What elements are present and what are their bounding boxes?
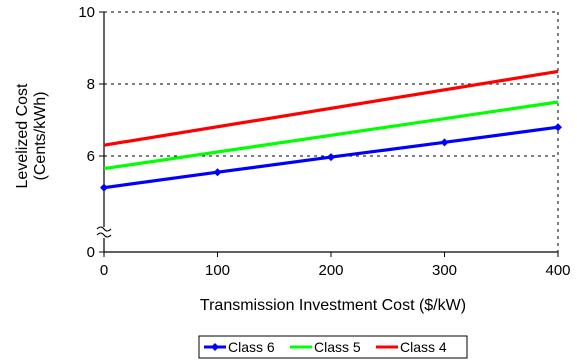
series-point [100,183,108,192]
legend-label: Class 4 [400,339,447,355]
axis-break-mark [96,232,112,238]
y-tick-label: 8 [87,76,95,93]
series-point [554,123,562,132]
series-group [100,69,562,192]
x-tick-label: 200 [318,262,343,279]
grid-lines [104,11,559,252]
legend-label: Class 5 [314,339,361,355]
series-point [440,138,449,147]
axis-titles: Transmission Investment Cost ($/kW) Level… [14,83,466,314]
y-axis-title: (Cents/kWh) [32,92,49,181]
x-axis-title: Transmission Investment Cost ($/kW) [200,297,466,314]
x-tick-label: 400 [545,262,570,279]
y-tick-label: 6 [87,148,95,165]
legend-label: Class 6 [228,339,275,355]
x-tick-label: 100 [205,262,230,279]
series-line-class-5 [103,100,559,171]
axis-break-mark [96,226,112,232]
series-point [213,168,222,177]
legend-box [198,335,468,359]
y-tick-label: 0 [87,244,95,261]
y-axis-title: Levelized Cost [14,83,31,189]
x-tick-label: 0 [100,262,108,279]
legend: Class 6 Class 5 Class 4 [198,335,468,359]
legend-marker [211,343,219,351]
series-point [327,153,335,162]
series-line-class-4 [103,69,559,147]
x-tick-label: 300 [432,262,457,279]
y-tick-label: 10 [78,4,95,21]
